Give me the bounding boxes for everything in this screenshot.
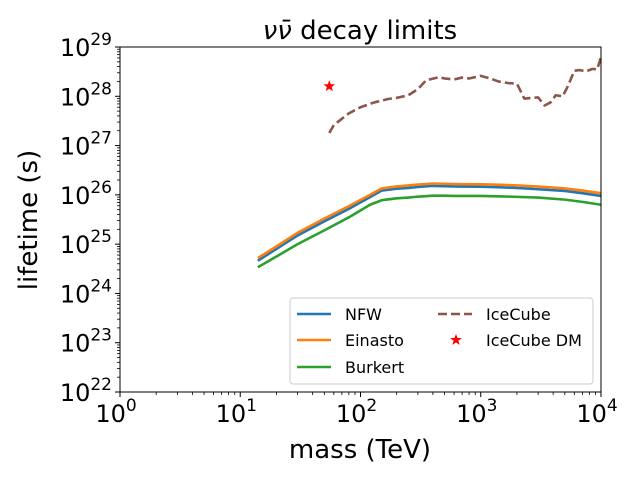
x-tick-label-exponent: 1 — [246, 396, 257, 416]
x-tick-label-base: 10 — [336, 400, 367, 428]
legend-icecube-label: IceCube — [486, 305, 551, 324]
legend-icecube-dm-label: IceCube DM — [486, 331, 582, 350]
x-tick-label-exponent: 3 — [487, 396, 498, 416]
x-tick-label: 103 — [456, 396, 497, 428]
x-tick-label-exponent: 2 — [366, 396, 377, 416]
x-tick-label-exponent: 4 — [607, 396, 618, 416]
x-tick-label-base: 10 — [216, 400, 247, 428]
y-tick-label-exponent: 26 — [90, 178, 112, 198]
y-tick-label-exponent: 22 — [90, 375, 112, 395]
legend-burkert-label: Burkert — [345, 358, 404, 377]
y-tick-label: 1026 — [60, 178, 112, 210]
y-axis-label: lifetime (s) — [14, 150, 44, 290]
legend-nfw-label: NFW — [345, 305, 382, 324]
y-tick-label: 1023 — [60, 326, 112, 358]
x-tick-label-base: 10 — [576, 400, 607, 428]
y-tick-label-base: 10 — [60, 133, 91, 161]
series-layer — [257, 56, 603, 269]
y-tick-label-exponent: 29 — [90, 30, 112, 50]
y-tick-label: 1025 — [60, 227, 112, 259]
y-tick-label: 1029 — [60, 30, 112, 62]
x-tick-label: 100 — [95, 396, 136, 428]
y-tick-label-exponent: 28 — [90, 79, 112, 99]
y-tick-label-base: 10 — [60, 330, 91, 358]
x-axis-label: mass (TeV) — [289, 435, 431, 465]
legend: NFW Einasto Burkert IceCube IceCube DM — [289, 297, 594, 385]
einasto-line — [257, 182, 602, 260]
y-tick-label-exponent: 27 — [90, 129, 112, 149]
y-tick-label-exponent: 25 — [90, 227, 112, 247]
x-axis: 100 101 102 103 104 — [95, 392, 618, 428]
x-tick-label-base: 10 — [95, 400, 126, 428]
x-tick-label: 101 — [216, 396, 257, 428]
x-tick-label-base: 10 — [456, 400, 487, 428]
y-tick-label-base: 10 — [60, 231, 91, 259]
y-tick-label-exponent: 24 — [90, 276, 112, 296]
nfw-line — [257, 184, 602, 262]
legend-box — [289, 297, 594, 385]
x-tick-label: 104 — [576, 396, 617, 428]
y-tick-label: 1024 — [60, 276, 112, 308]
y-tick-label-base: 10 — [60, 379, 91, 407]
icecube-dm-marker — [323, 80, 336, 92]
y-tick-label-exponent: 23 — [90, 326, 112, 346]
y-tick-label: 1028 — [60, 79, 112, 111]
y-tick-label: 1027 — [60, 129, 112, 161]
y-tick-label-base: 10 — [60, 182, 91, 210]
y-tick-label-base: 10 — [60, 83, 91, 111]
y-tick-label: 1022 — [60, 375, 112, 407]
burkert-line — [257, 194, 602, 269]
x-tick-label: 102 — [336, 396, 377, 428]
y-tick-label-base: 10 — [60, 280, 91, 308]
x-tick-label-exponent: 0 — [126, 396, 137, 416]
y-tick-label-base: 10 — [60, 34, 91, 62]
chart-title: νν̄ decay limits — [263, 16, 457, 46]
legend-icecube-dm-swatch — [450, 333, 462, 345]
chart-title-symbol: νν̄ — [263, 16, 292, 46]
icecube-line — [328, 56, 603, 134]
chart-title-text: decay limits — [292, 16, 457, 46]
legend-einasto-label: Einasto — [345, 331, 404, 350]
